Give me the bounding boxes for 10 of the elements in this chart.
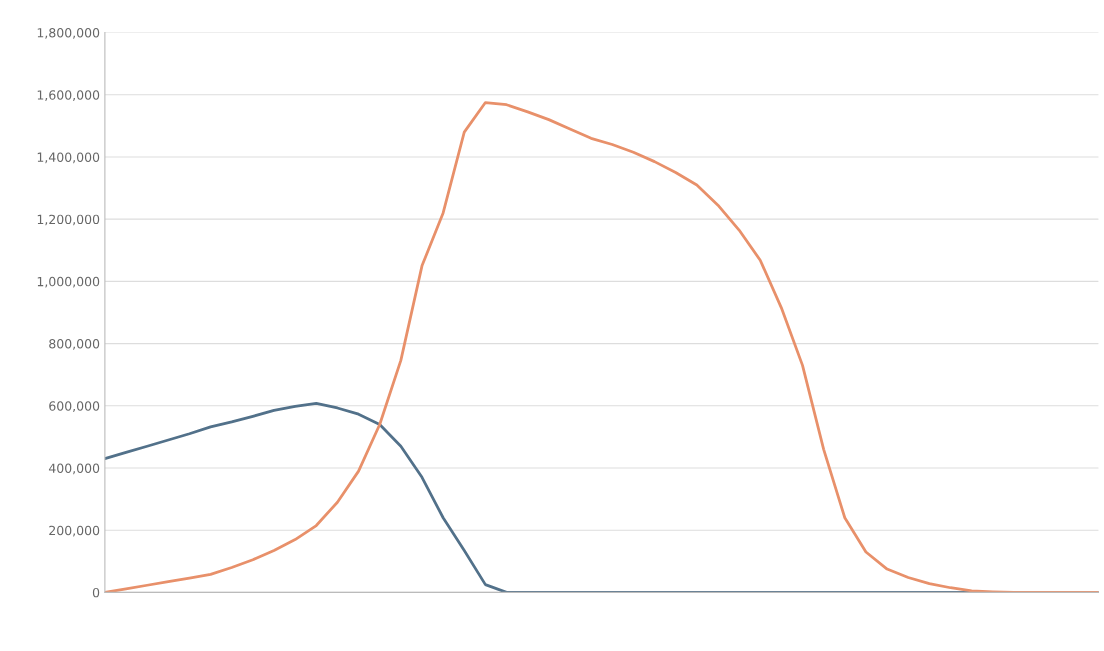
- y-tick-label: 800,000: [49, 339, 100, 350]
- y-tick-label: 1,000,000: [37, 276, 100, 288]
- y-tick-label: 1,400,000: [37, 152, 100, 164]
- y-tick-label: 400,000: [48, 463, 100, 475]
- y-tick-label: 1,200,000: [37, 214, 100, 226]
- y-tick-label: 600,000: [49, 401, 100, 412]
- y-tick-label: 1,600,000: [37, 90, 100, 101]
- y-tick-label: 1,800,000: [37, 28, 100, 39]
- y-tick-label: 200,000: [49, 525, 100, 537]
- y-tick-label: 0: [92, 587, 100, 598]
